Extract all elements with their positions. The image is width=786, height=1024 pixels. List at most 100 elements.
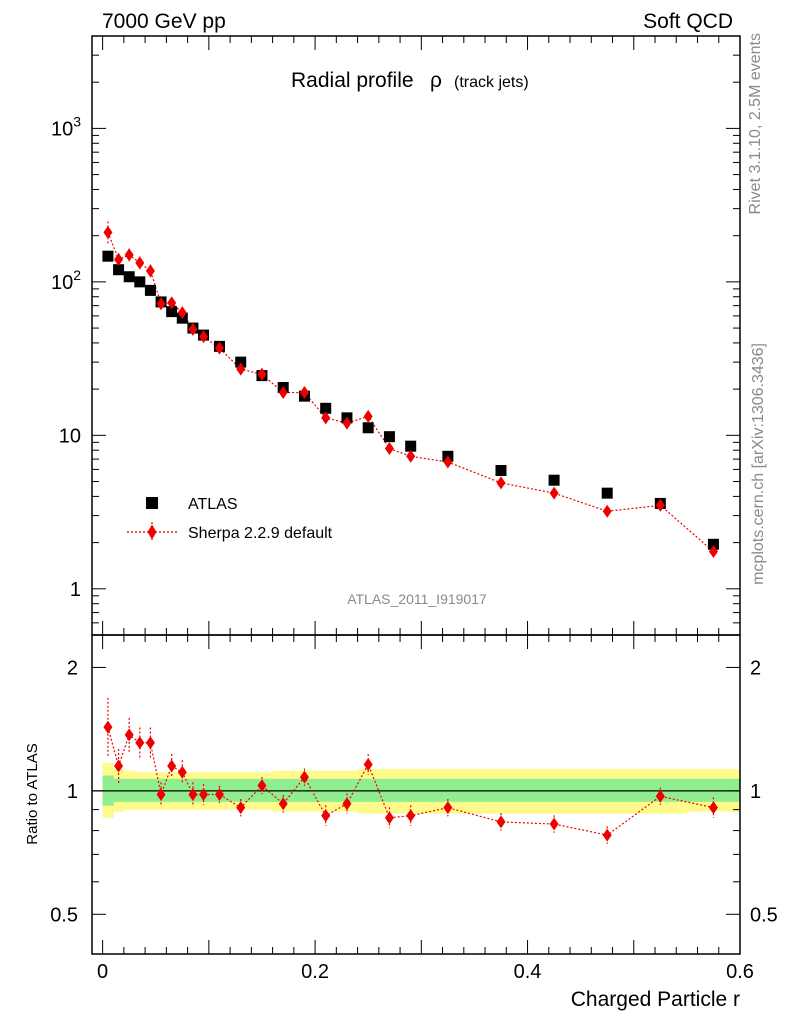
legend-marker-sherpa xyxy=(147,524,157,540)
atlas-point xyxy=(601,487,613,499)
ratio-sherpa-point xyxy=(278,797,288,811)
x-tick-label: 0.6 xyxy=(726,961,754,983)
atlas-point xyxy=(548,474,560,486)
atlas-point xyxy=(495,465,507,477)
atlas-point xyxy=(362,422,374,434)
sherpa-point xyxy=(342,416,352,430)
sherpa-point xyxy=(299,386,309,400)
x-tick-label: 0.2 xyxy=(301,961,329,983)
ratio-sherpa-point xyxy=(199,787,209,801)
ratio-sherpa-point xyxy=(655,789,665,803)
sherpa-point xyxy=(167,296,177,310)
atlas-point xyxy=(383,431,395,443)
sherpa-point xyxy=(257,367,267,381)
ratio-sherpa-point xyxy=(114,759,124,773)
main-series xyxy=(102,221,719,559)
ratio-sherpa-point xyxy=(363,757,373,771)
main-y-tick-label: 1 xyxy=(70,579,81,601)
atlas-point xyxy=(166,306,178,318)
atlas-point xyxy=(144,284,156,296)
ratio-axes: 0.5 0.5 1 1 2 2 0 0.2 0.4 0.6 xyxy=(50,635,778,983)
ratio-sherpa-point xyxy=(443,801,453,815)
main-y-tick-label: 10 xyxy=(59,425,81,447)
header-left: 7000 GeV pp xyxy=(102,10,226,33)
ratio-series xyxy=(103,697,718,844)
legend-marker-atlas xyxy=(146,497,158,509)
ratio-y-tick-label-right: 1 xyxy=(750,781,761,803)
main-y-tick-exp: 2 xyxy=(73,267,81,283)
ratio-y-tick-label-left: 2 xyxy=(67,657,78,679)
sherpa-point xyxy=(135,256,145,270)
sherpa-point xyxy=(199,330,209,344)
ratio-sherpa-point xyxy=(321,809,331,823)
legend-label-sherpa: Sherpa 2.2.9 default xyxy=(188,525,333,542)
sherpa-point xyxy=(156,297,166,311)
ratio-sherpa-point xyxy=(167,759,177,773)
sherpa-point xyxy=(214,341,224,355)
sherpa-point xyxy=(406,449,416,463)
ratio-sherpa-point xyxy=(549,817,559,831)
sherpa-point xyxy=(708,545,718,559)
main-title-text: Radial profile xyxy=(291,69,414,92)
x-tick-label: 0.4 xyxy=(514,961,542,983)
ratio-panel: 0.5 0.5 1 1 2 2 0 0.2 0.4 0.6 Ratio to ATLAS xyxy=(24,634,778,983)
ratio-sherpa-point xyxy=(236,801,246,815)
ratio-sherpa-point xyxy=(135,736,145,750)
ratio-y-tick-label-right: 0.5 xyxy=(750,904,778,926)
sherpa-point xyxy=(321,411,331,425)
sherpa-point xyxy=(655,498,665,512)
ratio-sherpa-point xyxy=(342,797,352,811)
atlas-point xyxy=(134,276,146,288)
sherpa-point xyxy=(549,486,559,500)
ratio-sherpa-point xyxy=(188,787,198,801)
main-y-tick-label: 103 xyxy=(51,113,81,140)
ratio-sherpa-point xyxy=(177,765,187,779)
ratio-ylabel: Ratio to ATLAS xyxy=(24,743,41,844)
main-title-symbol: ρ xyxy=(430,69,442,92)
main-y-tick-base: 10 xyxy=(51,118,73,140)
ratio-frame xyxy=(91,634,741,955)
atlas-point xyxy=(320,402,332,414)
sherpa-point xyxy=(278,386,288,400)
atlas-point xyxy=(123,271,135,283)
atlas-point xyxy=(405,440,417,452)
ratio-sherpa-point xyxy=(214,787,224,801)
header-right: Soft QCD xyxy=(643,10,733,33)
ratio-sherpa-point xyxy=(145,736,155,750)
main-y-tick-label: 102 xyxy=(51,267,81,294)
ratio-sherpa-point xyxy=(124,728,134,742)
ratio-sherpa-point xyxy=(384,811,394,825)
ratio-y-tick-label-left: 1 xyxy=(67,781,78,803)
sherpa-point xyxy=(103,225,113,239)
atlas-point xyxy=(235,356,247,368)
legend-label-atlas: ATLAS xyxy=(188,496,238,513)
main-y-tick-exp: 3 xyxy=(73,113,81,129)
ratio-sherpa-point xyxy=(299,770,309,784)
sherpa-point xyxy=(496,476,506,490)
ratio-sherpa-line xyxy=(107,727,714,836)
main-title-suffix: (track jets) xyxy=(454,74,529,91)
ratio-sherpa-point xyxy=(602,828,612,842)
ratio-y-tick-label-right: 2 xyxy=(750,657,761,679)
ratio-sherpa-point xyxy=(156,787,166,801)
sherpa-point xyxy=(124,248,134,262)
main-frame xyxy=(91,35,741,636)
sherpa-point xyxy=(177,306,187,320)
sherpa-line xyxy=(107,232,714,552)
analysis-tag: ATLAS_2011_I919017 xyxy=(347,591,487,607)
x-tick-label: 0 xyxy=(97,961,108,983)
sherpa-point xyxy=(114,252,124,266)
ratio-sherpa-point xyxy=(496,815,506,829)
main-y-tick-base: 10 xyxy=(51,272,73,294)
atlas-point xyxy=(707,538,719,550)
sherpa-point xyxy=(602,504,612,518)
ratio-sherpa-point xyxy=(103,720,113,734)
sherpa-point xyxy=(384,442,394,456)
ratio-sherpa-point xyxy=(406,809,416,823)
main-title: Radial profile ρ (track jets) xyxy=(291,69,529,92)
atlas-point xyxy=(102,250,114,262)
ratio-y-tick-label-left: 0.5 xyxy=(50,904,78,926)
